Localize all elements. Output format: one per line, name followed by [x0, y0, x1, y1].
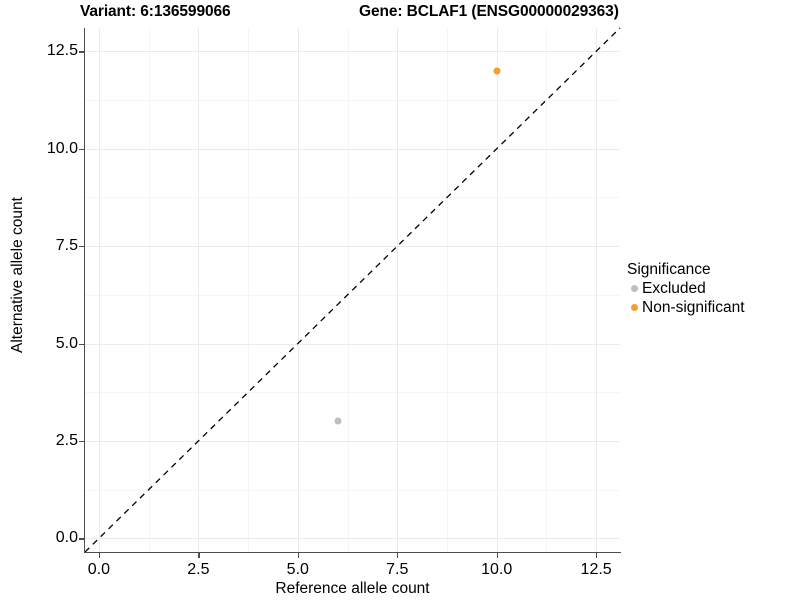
x-axis-tick: [596, 553, 598, 558]
gridline-minor-vertical: [446, 28, 448, 552]
legend-item-non-significant[interactable]: Non-significant: [627, 298, 745, 317]
gridline-minor-vertical: [546, 28, 548, 552]
x-axis-line: [84, 552, 621, 554]
data-point: [493, 67, 501, 75]
y-axis-tick: [79, 440, 84, 443]
x-axis-tick: [297, 553, 299, 558]
gridline-major-vertical: [596, 28, 598, 552]
gridline-minor-horizontal: [85, 489, 620, 491]
gridline-minor-horizontal: [85, 100, 620, 102]
x-axis-tick-label: 7.5: [386, 561, 409, 578]
gridline-minor-horizontal: [85, 197, 620, 199]
x-axis-tick-label: 12.5: [580, 561, 612, 578]
gridline-major-horizontal: [85, 51, 620, 53]
legend: Significance Excluded Non-significant: [627, 260, 745, 317]
gridline-minor-horizontal: [85, 392, 620, 394]
gridline-major-vertical: [297, 28, 299, 552]
y-axis-line: [84, 28, 86, 553]
y-axis-tick: [79, 51, 84, 53]
y-axis-tick-label: 2.5: [55, 431, 78, 449]
x-axis-tick-label: 5.0: [286, 561, 309, 578]
x-axis-tick-label: 0.0: [87, 561, 111, 578]
gridline-minor-vertical: [248, 28, 250, 552]
y-axis-title: Alternative allele count: [9, 197, 26, 353]
gridline-minor-vertical: [148, 28, 150, 552]
x-axis-tick: [198, 553, 200, 558]
data-point: [334, 417, 342, 425]
gridline-major-horizontal: [85, 148, 620, 150]
gridline-major-horizontal: [85, 343, 620, 345]
gene-title: Gene: BCLAF1 (ENSG00000029363): [359, 3, 619, 20]
identity-reference-line: [84, 27, 621, 553]
x-axis-tick: [98, 553, 101, 558]
gridline-minor-horizontal: [85, 294, 620, 296]
legend-item-label: Non-significant: [642, 299, 745, 316]
x-axis-tick: [397, 553, 399, 558]
legend-item-excluded[interactable]: Excluded: [627, 279, 745, 298]
legend-items: Excluded Non-significant: [627, 279, 745, 317]
legend-key-dot-icon: [627, 298, 642, 317]
y-axis-tick: [79, 343, 84, 345]
legend-title: Significance: [627, 261, 711, 278]
y-axis-tick-label: 5.0: [55, 334, 78, 352]
gridline-minor-vertical: [347, 28, 349, 552]
x-axis-tick-label: 10.0: [481, 561, 513, 578]
legend-item-label: Excluded: [642, 280, 706, 297]
x-axis-title: Reference allele count: [275, 580, 430, 597]
gridline-major-horizontal: [85, 246, 620, 248]
gridline-major-horizontal: [85, 440, 620, 442]
variant-title: Variant: 6:136599066: [80, 3, 231, 20]
legend-key-dot-icon: [627, 279, 642, 298]
y-axis-tick: [79, 246, 84, 248]
plot-panel: [84, 27, 621, 553]
gridline-major-vertical: [198, 28, 200, 552]
y-axis-tick: [79, 538, 84, 540]
y-axis-tick-label: 10.0: [46, 139, 78, 157]
y-axis-tick: [79, 148, 84, 150]
x-axis-tick-label: 2.5: [187, 561, 210, 578]
gridline-major-vertical: [98, 28, 100, 552]
y-axis-tick-label: 12.5: [46, 42, 78, 60]
y-axis-tick-label: 0.0: [55, 529, 78, 547]
x-axis-tick: [496, 553, 498, 558]
gridline-major-vertical: [397, 28, 399, 552]
y-axis-tick-label: 7.5: [55, 237, 78, 255]
gridline-major-horizontal: [85, 538, 620, 540]
gridline-major-vertical: [496, 28, 498, 552]
